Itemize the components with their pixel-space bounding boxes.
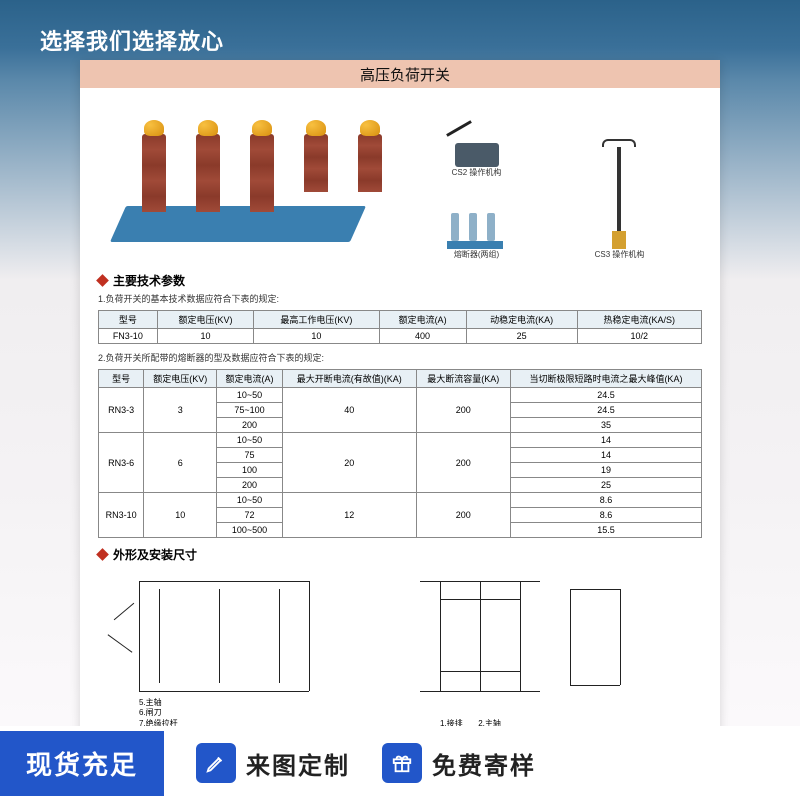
main-product-illustration xyxy=(98,102,398,260)
page-title-bar: 高压负荷开关 xyxy=(80,60,720,88)
params-note-1: 1.负荷开关的基本技术数据应符合下表的规定: xyxy=(80,291,720,308)
dimensions-title: 外形及安装尺寸 xyxy=(113,546,197,563)
diamond-icon xyxy=(96,274,109,287)
cs2-mechanism: CS2 操作机构 xyxy=(408,102,545,178)
footer-item-sample: 免费寄样 xyxy=(382,743,536,783)
footer-stock-badge: 现货充足 xyxy=(0,731,164,796)
params-section-header: 主要技术参数 xyxy=(80,270,720,291)
pencil-icon xyxy=(196,743,236,783)
footer-bar: 现货充足 来图定制 免费寄样 xyxy=(0,726,800,800)
params-title: 主要技术参数 xyxy=(113,272,185,289)
drawing-right: 1.接排 2.主轴 xyxy=(409,571,702,729)
page-title: 高压负荷开关 xyxy=(360,64,450,85)
accessory-illustrations: CS2 操作机构 CS3 操作机构 熔断器(两组) xyxy=(408,102,688,260)
basic-params-table: 型号额定电压(KV)最高工作电压(KV)额定电流(A)动稳定电流(KA)热稳定电… xyxy=(98,310,702,344)
fuse-label: 熔断器(两组) xyxy=(454,249,499,260)
fuse-set: 熔断器(两组) xyxy=(408,184,545,260)
footer-custom-text: 来图定制 xyxy=(246,746,350,781)
diamond-icon xyxy=(96,548,109,561)
drawing-left: 5.主轴 6.闸刀 7.绝缘拉杆 xyxy=(98,571,391,729)
product-images-row: CS2 操作机构 CS3 操作机构 熔断器(两组) xyxy=(80,88,720,270)
overlay-slogan: 选择我们选择放心 xyxy=(40,24,224,56)
drawing-left-legend: 5.主轴 6.闸刀 7.绝缘拉杆 xyxy=(139,698,178,729)
fuse-params-table: 型号额定电压(KV)额定电流(A)最大开断电流(有故值)(KA)最大断流容量(K… xyxy=(98,369,702,538)
params-note-2: 2.负荷开关所配带的熔断器的型及数据应符合下表的规定: xyxy=(80,350,720,367)
gift-icon xyxy=(382,743,422,783)
document-page: 高压负荷开关 CS2 操作机构 CS3 操作机构 xyxy=(80,60,720,740)
footer-sample-text: 免费寄样 xyxy=(432,746,536,781)
cs2-label: CS2 操作机构 xyxy=(452,167,502,178)
technical-drawings: 5.主轴 6.闸刀 7.绝缘拉杆 1.接排 2.主轴 xyxy=(80,565,720,735)
dimensions-section-header: 外形及安装尺寸 xyxy=(80,544,720,565)
footer-item-custom: 来图定制 xyxy=(196,743,350,783)
cs3-label: CS3 操作机构 xyxy=(595,249,645,260)
cs3-mechanism: CS3 操作机构 xyxy=(551,102,688,260)
